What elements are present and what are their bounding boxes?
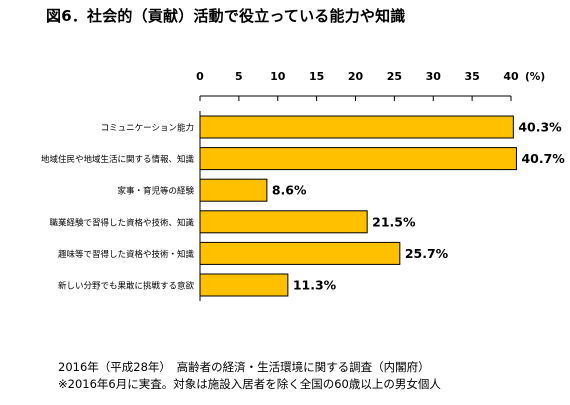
chart-title: 図6．社会的（貢献）活動で役立っている能力や知識 xyxy=(46,7,406,25)
x-tick-label: 25 xyxy=(387,70,402,83)
data-label: 25.7% xyxy=(405,246,449,261)
x-tick-label: 15 xyxy=(309,70,324,83)
x-tick-label: 40 xyxy=(503,70,519,83)
bar xyxy=(199,210,368,234)
source-note: 2016年（平成28年） 高齢者の経済・生活環境に関する調査（内閣府） xyxy=(58,360,430,374)
bar xyxy=(199,241,401,265)
data-label: 21.5% xyxy=(372,214,416,229)
x-tick-label: 10 xyxy=(270,70,286,83)
bar xyxy=(199,115,514,139)
x-tick-label: 5 xyxy=(235,70,243,83)
x-tick-label: 35 xyxy=(464,70,479,83)
x-tick-label: 30 xyxy=(426,70,442,83)
bar xyxy=(199,178,268,202)
category-label: 家事・育児等の経験 xyxy=(117,186,194,197)
category-label: 趣味等で習得した資格や技術・知識 xyxy=(58,249,195,260)
axis-unit-label: (%) xyxy=(525,71,545,83)
data-label: 40.7% xyxy=(521,151,565,166)
data-label: 8.6% xyxy=(272,183,307,198)
category-label: コミュニケーション能力 xyxy=(101,123,194,134)
data-label: 40.3% xyxy=(518,120,562,135)
bar xyxy=(199,147,517,171)
x-tick-label: 0 xyxy=(196,70,204,83)
category-label: 新しい分野でも果敢に挑戦する意欲 xyxy=(58,281,195,292)
data-label: 11.3% xyxy=(293,278,337,293)
survey-note: ※2016年6月に実査。対象は施設入居者を除く全国の60歳以上の男女個人 xyxy=(58,377,441,391)
category-label: 地域住民や地域生活に関する情報、知識 xyxy=(41,154,195,165)
category-label: 職業経験で習得した資格や技術、知識 xyxy=(49,217,194,228)
x-tick-label: 20 xyxy=(348,70,364,83)
bar xyxy=(199,273,289,297)
